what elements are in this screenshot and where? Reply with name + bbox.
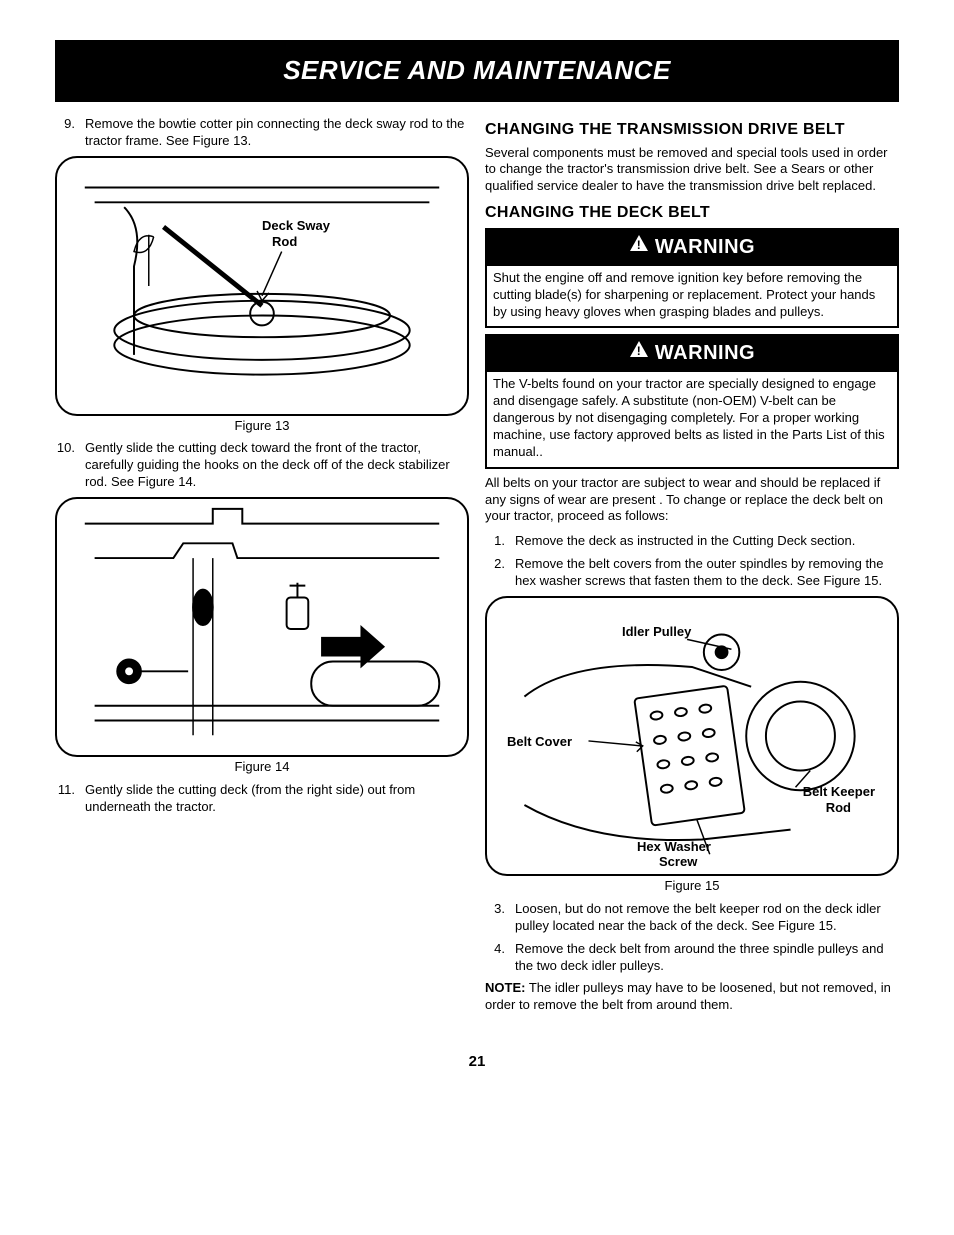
figure-15: Idler Pulley Belt Cover Belt Keeper Rod … — [485, 596, 899, 876]
step-number: 1. — [485, 533, 505, 550]
figure-15-label-idler: Idler Pulley — [622, 624, 691, 641]
note-label: NOTE: — [485, 980, 525, 995]
figure-13-label-line1: Deck Sway — [262, 218, 330, 235]
figure-15-label-cover: Belt Cover — [507, 734, 572, 751]
step-text: Remove the deck as instructed in the Cut… — [515, 533, 899, 550]
warning-bar-2: ! WARNING — [485, 334, 899, 372]
step-text: Remove the bowtie cotter pin connecting … — [85, 116, 469, 150]
warning-triangle-icon: ! — [629, 339, 649, 365]
warning-bar-1: ! WARNING — [485, 228, 899, 266]
step-number: 11. — [55, 782, 75, 816]
svg-text:!: ! — [637, 344, 642, 358]
heading-transmission-belt: CHANGING THE TRANSMISSION DRIVE BELT — [485, 120, 899, 141]
figure-13-caption: Figure 13 — [55, 418, 469, 435]
deck-step-2: 2. Remove the belt covers from the outer… — [485, 556, 899, 590]
right-column: CHANGING THE TRANSMISSION DRIVE BELT Sev… — [485, 116, 899, 1022]
step-number: 4. — [485, 941, 505, 975]
figure-14 — [55, 497, 469, 757]
step-10: 10. Gently slide the cutting deck toward… — [55, 440, 469, 491]
figure-14-caption: Figure 14 — [55, 759, 469, 776]
warning-box-1: Shut the engine off and remove ignition … — [485, 266, 899, 329]
deck-step-1: 1. Remove the deck as instructed in the … — [485, 533, 899, 550]
figure-13-label-line2: Rod — [272, 234, 297, 251]
warning-label: WARNING — [655, 342, 755, 364]
figure-15-label-keeper2: Rod — [826, 800, 851, 817]
warning-triangle-icon: ! — [629, 233, 649, 259]
step-number: 3. — [485, 901, 505, 935]
svg-text:!: ! — [637, 238, 642, 252]
step-text: Gently slide the cutting deck toward the… — [85, 440, 469, 491]
step-text: Loosen, but do not remove the belt keepe… — [515, 901, 899, 935]
step-number: 9. — [55, 116, 75, 150]
figure-15-caption: Figure 15 — [485, 878, 899, 895]
deck-step-3: 3. Loosen, but do not remove the belt ke… — [485, 901, 899, 935]
step-text: Remove the deck belt from around the thr… — [515, 941, 899, 975]
warning-box-2: The V-belts found on your tractor are sp… — [485, 372, 899, 468]
step-number: 2. — [485, 556, 505, 590]
figure-15-label-keeper1: Belt Keeper — [803, 784, 875, 801]
step-text: Remove the belt covers from the outer sp… — [515, 556, 899, 590]
heading-deck-belt: CHANGING THE DECK BELT — [485, 203, 899, 224]
deck-belt-intro: All belts on your tractor are subject to… — [485, 475, 899, 526]
step-number: 10. — [55, 440, 75, 491]
step-9: 9. Remove the bowtie cotter pin connecti… — [55, 116, 469, 150]
deck-step-4: 4. Remove the deck belt from around the … — [485, 941, 899, 975]
step-11: 11. Gently slide the cutting deck (from … — [55, 782, 469, 816]
transmission-paragraph: Several components must be removed and s… — [485, 145, 899, 196]
figure-13: Deck Sway Rod — [55, 156, 469, 416]
step-text: Gently slide the cutting deck (from the … — [85, 782, 469, 816]
warning-label: WARNING — [655, 236, 755, 258]
page-number: 21 — [55, 1052, 899, 1072]
left-column: 9. Remove the bowtie cotter pin connecti… — [55, 116, 469, 1022]
figure-14-artwork — [57, 499, 467, 755]
figure-13-artwork — [57, 158, 467, 414]
note-text: The idler pulleys may have to be loosene… — [485, 980, 891, 1012]
note-paragraph: NOTE: The idler pulleys may have to be l… — [485, 980, 899, 1014]
section-banner: SERVICE AND MAINTENANCE — [55, 40, 899, 102]
two-column-layout: 9. Remove the bowtie cotter pin connecti… — [55, 116, 899, 1022]
figure-15-label-hex2: Screw — [659, 854, 697, 871]
